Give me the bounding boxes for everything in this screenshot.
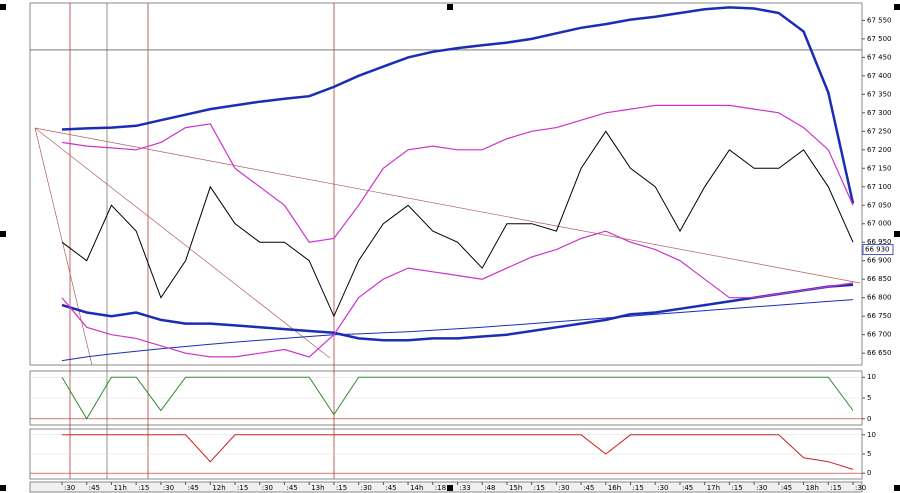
corner-handle[interactable] xyxy=(0,231,6,237)
y-tick-label: 5 xyxy=(867,450,871,458)
x-tick-label: :30 xyxy=(657,484,668,492)
x-tick-label: :15 xyxy=(534,484,545,492)
y-tick-label: 5 xyxy=(867,394,871,402)
y-tick-label: 67 300 xyxy=(867,109,892,117)
y-tick-label: 67 050 xyxy=(867,201,892,209)
y-tick-label: 67 000 xyxy=(867,220,892,228)
x-tick-label: :45 xyxy=(583,484,594,492)
series-line xyxy=(61,6,855,204)
x-tick-label: :15 xyxy=(633,484,644,492)
corner-handle[interactable] xyxy=(894,231,900,237)
x-tick-label: 16h xyxy=(608,484,621,492)
y-tick-label: 66 900 xyxy=(867,257,892,265)
y-tick-label: 67 450 xyxy=(867,53,892,61)
x-tick-label: :18 xyxy=(435,484,446,492)
y-tick-label: 66 850 xyxy=(867,275,892,283)
y-tick-label: 67 350 xyxy=(867,90,892,98)
series-line xyxy=(61,230,854,358)
y-tick-label: 67 500 xyxy=(867,35,892,43)
corner-handle[interactable] xyxy=(0,4,6,10)
corner-handle[interactable] xyxy=(447,4,453,10)
x-tick-label: 13h xyxy=(311,484,324,492)
x-tick-label: :33 xyxy=(460,484,471,492)
y-tick-label: 10 xyxy=(867,431,876,439)
corner-handle[interactable] xyxy=(0,485,6,491)
x-tick-label: :30 xyxy=(361,484,372,492)
series-line xyxy=(61,283,854,342)
x-tick-label: :30 xyxy=(855,484,866,492)
x-tick-label: :15 xyxy=(731,484,742,492)
x-tick-label: :45 xyxy=(385,484,396,492)
y-tick-label: 67 200 xyxy=(867,146,892,154)
x-tick-label: :30 xyxy=(163,484,174,492)
x-tick-label: :30 xyxy=(262,484,273,492)
corner-handle[interactable] xyxy=(894,485,900,491)
y-tick-label: 0 xyxy=(867,469,871,477)
y-tick-label: 66 700 xyxy=(867,331,892,339)
y-tick-label: 67 150 xyxy=(867,164,892,172)
y-tick-label: 0 xyxy=(867,415,871,423)
y-tick-label: 10 xyxy=(867,373,876,381)
y-tick-label: 66 950 xyxy=(867,238,892,246)
corner-handle[interactable] xyxy=(894,4,900,10)
x-tick-label: 17h xyxy=(707,484,720,492)
x-tick-label: :15 xyxy=(336,484,347,492)
y-tick-label: 67 100 xyxy=(867,183,892,191)
x-tick-label: :30 xyxy=(64,484,75,492)
x-tick-label: 12h xyxy=(212,484,225,492)
series-line xyxy=(61,299,854,362)
series-line xyxy=(61,376,854,420)
x-tick-label: 11h xyxy=(113,484,126,492)
time-axis xyxy=(29,481,863,493)
y-tick-label: 67 550 xyxy=(867,16,892,24)
x-tick-label: :30 xyxy=(756,484,767,492)
x-tick-label: 18h xyxy=(806,484,819,492)
trend-line xyxy=(34,127,861,284)
x-tick-label: :45 xyxy=(781,484,792,492)
y-tick-label: 66 800 xyxy=(867,294,892,302)
corner-handle[interactable] xyxy=(447,485,453,491)
y-tick-label: 67 400 xyxy=(867,72,892,80)
y-tick-label: 66 750 xyxy=(867,312,892,320)
trend-line xyxy=(34,127,93,366)
x-tick-label: :15 xyxy=(237,484,248,492)
last-price-label: 66 930 xyxy=(865,246,890,254)
series-line xyxy=(62,434,854,470)
x-tick-label: :30 xyxy=(558,484,569,492)
x-tick-label: :45 xyxy=(682,484,693,492)
x-tick-label: 14h xyxy=(410,484,423,492)
series-line xyxy=(61,130,854,318)
y-tick-label: 67 250 xyxy=(867,127,892,135)
last-price-box xyxy=(862,244,894,256)
main-panel xyxy=(29,2,863,366)
x-tick-label: 15h xyxy=(509,484,522,492)
trend-line xyxy=(34,127,331,359)
x-tick-label: :45 xyxy=(188,484,199,492)
series-line xyxy=(61,104,854,243)
y-tick-label: 66 650 xyxy=(867,349,892,357)
x-tick-label: :48 xyxy=(484,484,495,492)
x-tick-label: :15 xyxy=(138,484,149,492)
x-tick-label: :45 xyxy=(89,484,100,492)
x-tick-label: :15 xyxy=(830,484,841,492)
x-tick-label: :45 xyxy=(286,484,297,492)
